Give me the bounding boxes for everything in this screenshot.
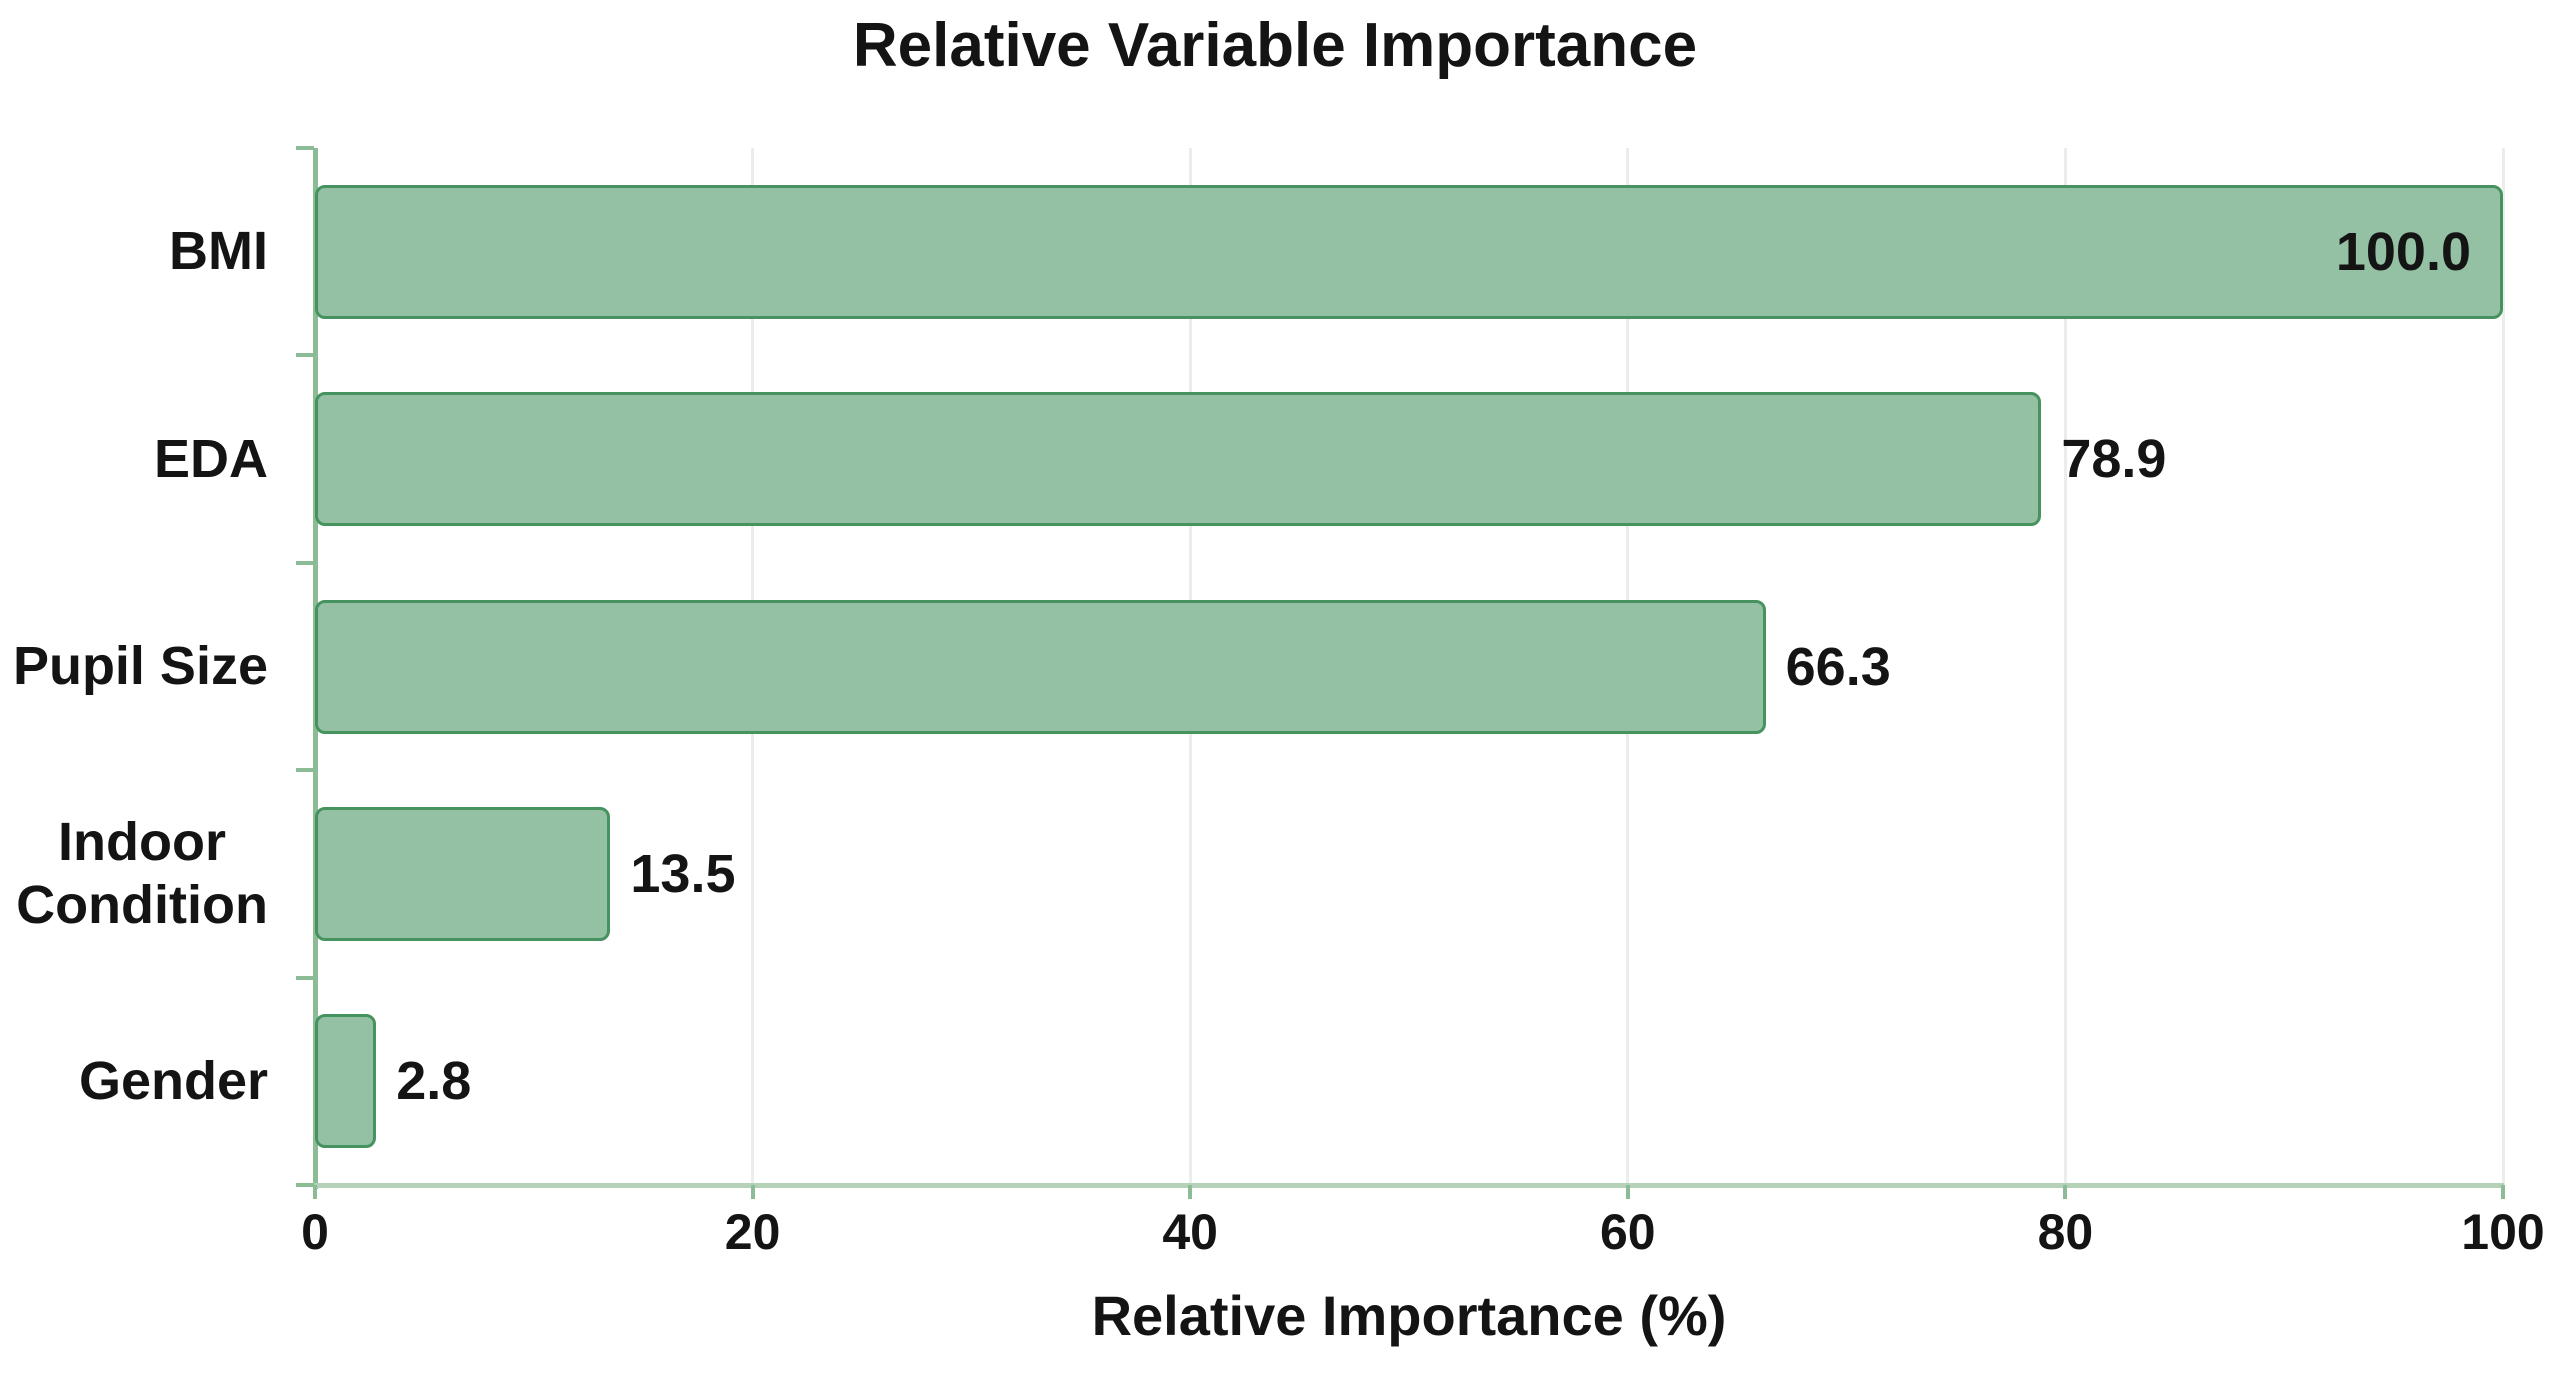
- y-tick: [296, 975, 314, 980]
- category-label-text: Pupil Size: [12, 636, 268, 697]
- x-tick-label: 40: [1162, 1204, 1218, 1260]
- category-label: BMI: [0, 148, 268, 355]
- bar-value-label: 66.3: [1785, 636, 1891, 697]
- x-tick-label: 80: [2037, 1204, 2094, 1260]
- category-label: EDA: [0, 355, 268, 562]
- category-label: Pupil Size: [0, 563, 268, 770]
- x-axis-title: Relative Importance (%): [1091, 1284, 1727, 1347]
- gridline: [2063, 148, 2067, 1185]
- y-tick: [296, 146, 314, 150]
- x-tick: [2063, 1185, 2068, 1199]
- x-tick: [750, 1185, 755, 1199]
- category-label-text: BMI: [169, 221, 268, 282]
- bar: [315, 599, 1766, 734]
- bar-value-label: 78.9: [2061, 429, 2167, 490]
- chart-title: Relative Variable Importance: [852, 11, 1698, 80]
- y-tick: [296, 560, 314, 565]
- bar-value-label: 13.5: [630, 843, 736, 904]
- x-tick-label: 100: [2461, 1204, 2545, 1260]
- x-axis-line: [313, 1183, 2504, 1188]
- y-tick: [296, 353, 314, 358]
- category-label-text: Gender: [78, 1050, 268, 1111]
- bar: [315, 392, 2042, 527]
- x-tick-label: 20: [724, 1204, 781, 1260]
- x-tick-label: 60: [1599, 1204, 1656, 1260]
- x-tick: [1625, 1185, 1630, 1199]
- category-label: Indoor Condition: [0, 770, 268, 977]
- x-tick: [2501, 1185, 2505, 1199]
- y-tick: [296, 768, 314, 773]
- category-label: Gender: [0, 978, 268, 1185]
- y-tick: [296, 1183, 314, 1187]
- bar: [315, 806, 611, 941]
- x-tick-label: 0: [301, 1204, 329, 1260]
- bar-value-label: 2.8: [396, 1051, 472, 1112]
- gridline: [2501, 148, 2505, 1185]
- category-label-text: EDA: [153, 428, 268, 489]
- bar-value-label: 100.0: [2335, 221, 2471, 282]
- x-tick: [313, 1185, 317, 1199]
- category-label-text: Indoor Condition: [16, 812, 268, 935]
- bar: [315, 1014, 377, 1149]
- bar: [315, 184, 2503, 319]
- x-tick: [1188, 1185, 1193, 1199]
